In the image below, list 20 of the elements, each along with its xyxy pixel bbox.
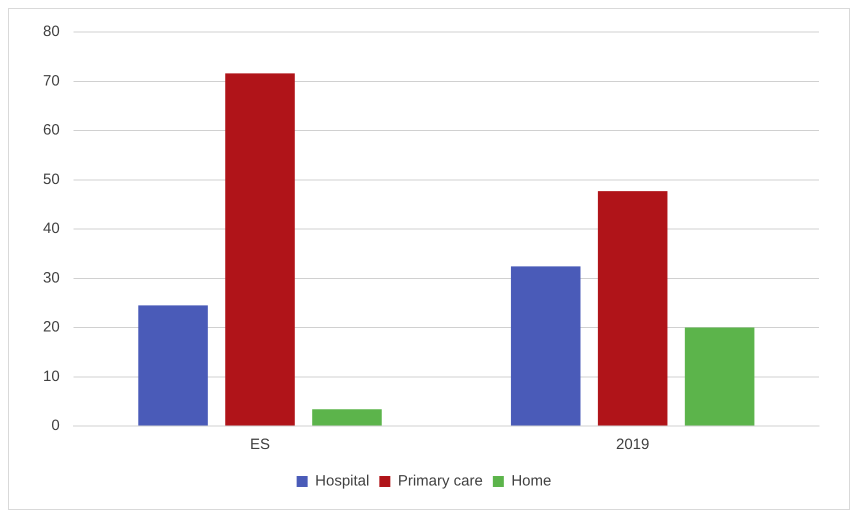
y-tick-label: 10 bbox=[42, 368, 60, 385]
bar bbox=[510, 266, 580, 426]
y-tick-label: 80 bbox=[42, 23, 60, 40]
bar bbox=[225, 73, 295, 426]
x-tick-label: 2019 bbox=[616, 436, 650, 454]
x-tick-label: ES bbox=[250, 436, 270, 454]
y-tick-label: 0 bbox=[51, 417, 60, 434]
legend-label: Primary care bbox=[398, 472, 483, 490]
bar bbox=[138, 305, 208, 426]
legend-label: Hospital bbox=[315, 472, 370, 490]
y-tick-label: 60 bbox=[42, 122, 60, 139]
bar bbox=[684, 328, 754, 426]
y-tick-label: 30 bbox=[42, 269, 60, 286]
legend-label: Home bbox=[511, 472, 552, 490]
bar bbox=[312, 409, 382, 426]
y-tick-label: 40 bbox=[42, 220, 60, 238]
bar bbox=[598, 191, 668, 426]
y-tick-label: 20 bbox=[42, 318, 60, 336]
y-tick-label: 50 bbox=[42, 170, 60, 188]
y-tick-label: 70 bbox=[42, 72, 60, 90]
